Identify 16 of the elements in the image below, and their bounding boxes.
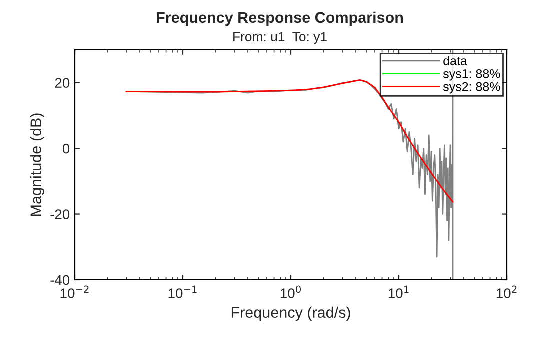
- x-tick-label: 10$^{−2}$: [60, 286, 89, 298]
- x-tick-label: 10$^{−1}$: [168, 286, 197, 298]
- legend-label: sys1: 88%: [443, 69, 500, 81]
- y-tick-label: 0: [62, 144, 70, 154]
- x-tick-label: 10$^{2}$: [496, 286, 517, 298]
- y-tick-label: -20: [50, 210, 70, 220]
- chart-subtitle: From: u1 To: y1: [234, 32, 327, 44]
- y-tick-label: -40: [50, 275, 70, 286]
- y-axis-title: Magnitude (dB): [30, 114, 45, 216]
- x-axis-title: Frequency (rad/s): [232, 306, 350, 322]
- chart-title: Frequency Response Comparison: [157, 12, 404, 26]
- legend-label: data: [444, 56, 468, 66]
- x-tick-label: 10$^{0}$: [280, 286, 302, 298]
- legend-label: sys2: 88%: [443, 82, 500, 94]
- x-tick-label: 10$^{1}$: [388, 286, 409, 298]
- y-tick-label: 20: [55, 78, 70, 88]
